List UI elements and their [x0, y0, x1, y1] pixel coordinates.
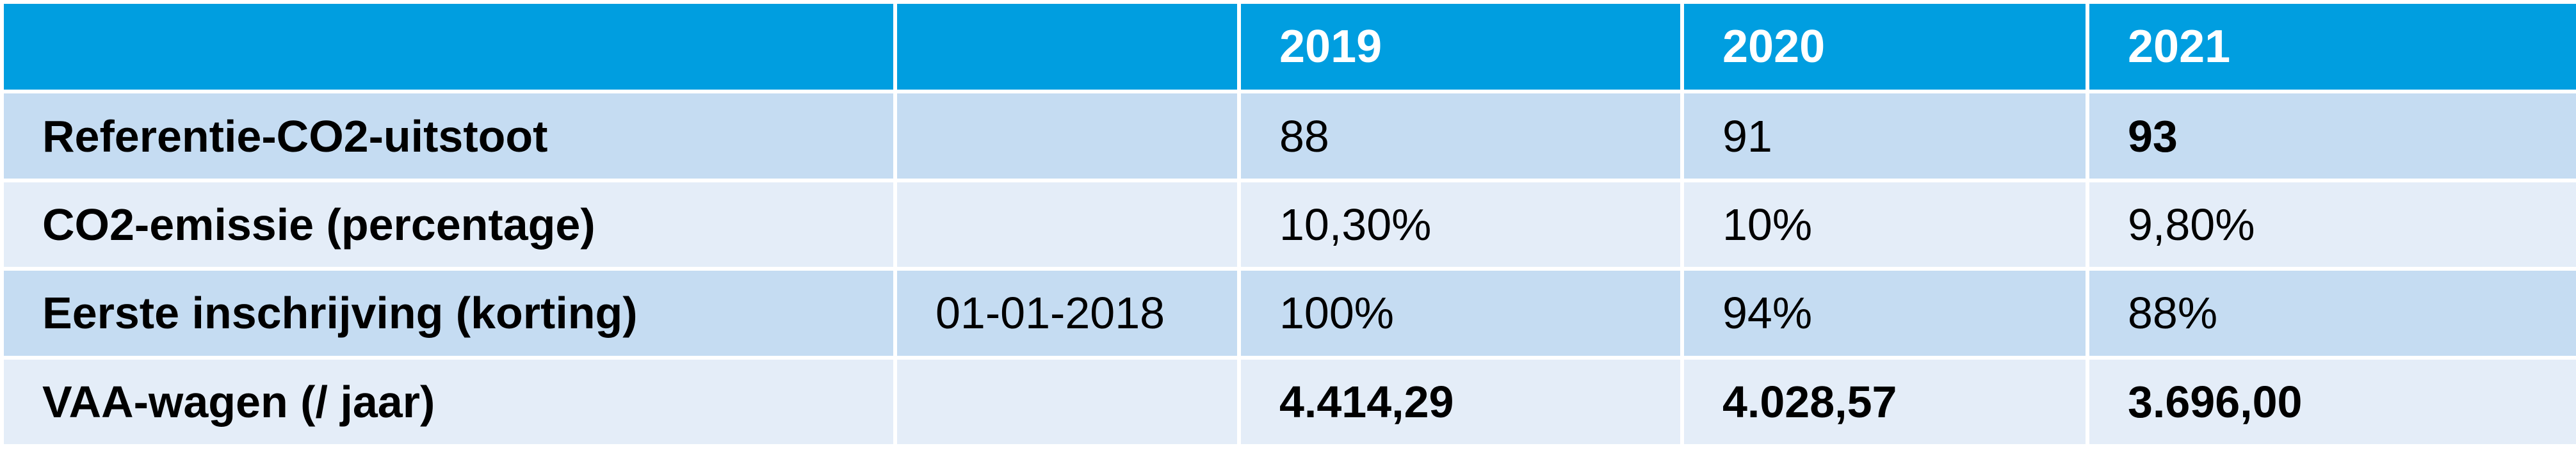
table-row: CO2-emissie (percentage) 10,30% 10% 9,80…: [0, 178, 2576, 271]
row-date: 01-01-2018: [893, 267, 1241, 360]
row-label: Eerste inschrijving (korting): [0, 267, 897, 360]
row-date: [893, 90, 1241, 182]
row-value: 88%: [2086, 267, 2576, 360]
row-value: 4.028,57: [1680, 355, 2089, 449]
row-value: 94%: [1680, 267, 2089, 360]
row-value: 9,80%: [2086, 178, 2576, 271]
row-date: [893, 178, 1241, 271]
row-label: VAA-wagen (/ jaar): [0, 355, 897, 449]
header-year-2021: 2021: [2086, 0, 2576, 94]
row-value: 88: [1237, 90, 1684, 182]
row-label: CO2-emissie (percentage): [0, 178, 897, 271]
table-row: VAA-wagen (/ jaar) 4.414,29 4.028,57 3.6…: [0, 355, 2576, 449]
row-value: 4.414,29: [1237, 355, 1684, 449]
row-value: 91: [1680, 90, 2089, 182]
row-label: Referentie-CO2-uitstoot: [0, 90, 897, 182]
row-value: 3.696,00: [2086, 355, 2576, 449]
header-year-2019: 2019: [1237, 0, 1684, 94]
row-value: 10%: [1680, 178, 2089, 271]
table-row: Eerste inschrijving (korting) 01-01-2018…: [0, 267, 2576, 360]
header-cell-label: [0, 0, 897, 94]
row-value: 100%: [1237, 267, 1684, 360]
header-cell-date: [893, 0, 1241, 94]
row-value: 10,30%: [1237, 178, 1684, 271]
header-year-2020: 2020: [1680, 0, 2089, 94]
row-date: [893, 355, 1241, 449]
table-row: Referentie-CO2-uitstoot 88 91 93: [0, 90, 2576, 182]
table-header-row: 2019 2020 2021: [0, 0, 2576, 94]
row-value: 93: [2086, 90, 2576, 182]
